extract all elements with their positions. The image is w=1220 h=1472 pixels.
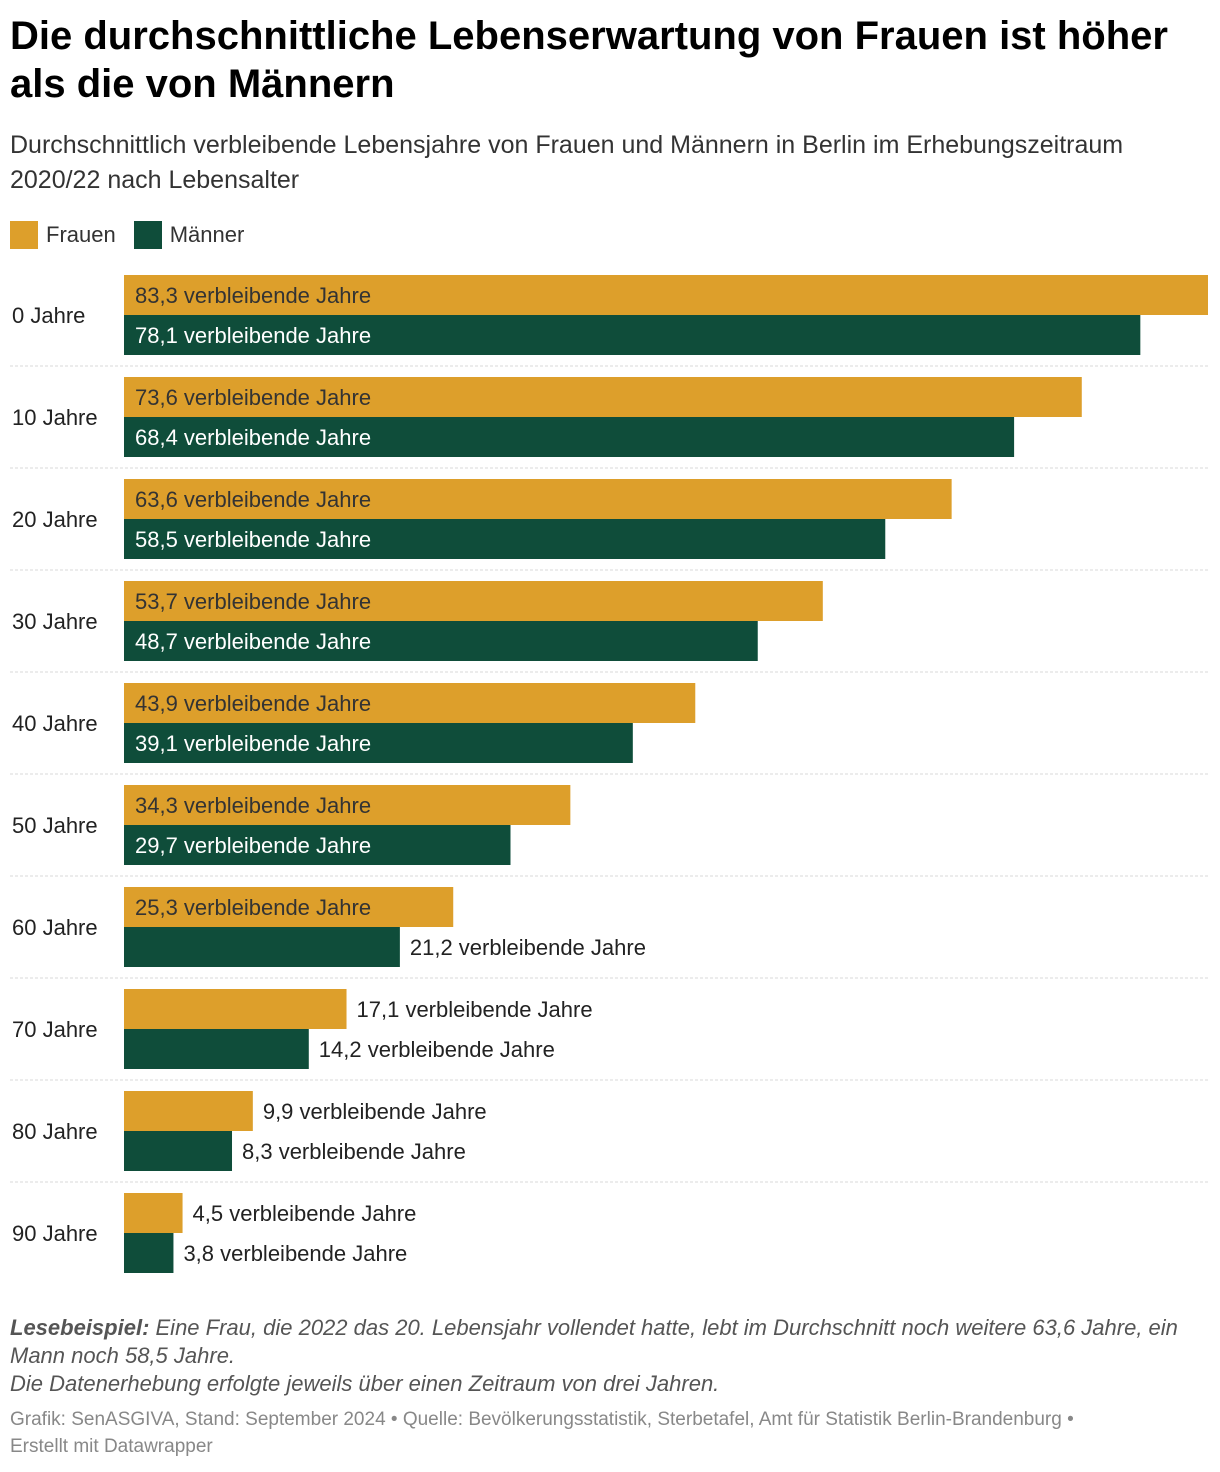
chart-subtitle: Durchschnittlich verbleibende Lebensjahr…	[10, 131, 1124, 194]
category-label-80-jahre: 80 Jahre	[12, 1119, 98, 1144]
reading-example-text: Eine Frau, die 2022 das 20. Lebensjahr v…	[10, 1315, 1178, 1368]
value-label-frauen-80-jahre: 9,9 verbleibende Jahre	[263, 1099, 487, 1124]
category-label-0-jahre: 0 Jahre	[12, 303, 85, 328]
bar-frauen-10-jahre	[124, 377, 1082, 417]
bar-frauen-40-jahre	[124, 683, 696, 723]
bar-maenner-10-jahre	[124, 417, 1015, 457]
source-footer: Grafik: SenASGIVA, Stand: September 2024…	[10, 1409, 1074, 1457]
value-label-maenner-20-jahre: 58,5 verbleibende Jahre	[135, 527, 371, 552]
bar-maenner-80-jahre	[124, 1131, 233, 1171]
legend-item-frauen: Frauen	[10, 221, 116, 249]
bar-frauen-60-jahre	[124, 887, 454, 927]
value-label-frauen-50-jahre: 34,3 verbleibende Jahre	[135, 793, 371, 818]
value-label-frauen-30-jahre: 53,7 verbleibende Jahre	[135, 589, 371, 614]
category-label-10-jahre: 10 Jahre	[12, 405, 98, 430]
bar-maenner-90-jahre	[124, 1233, 174, 1273]
legend: Frauen Männer	[10, 221, 262, 249]
bar-chart: 0 Jahre 83,3 verbleibende Jahre 78,1 verbl…	[10, 275, 1208, 1273]
legend-item-maenner: Männer	[133, 221, 245, 249]
bar-maenner-40-jahre	[124, 723, 633, 763]
category-label-30-jahre: 30 Jahre	[12, 609, 98, 634]
value-label-frauen-0-jahre: 83,3 verbleibende Jahre	[135, 283, 371, 308]
value-label-maenner-60-jahre: 21,2 verbleibende Jahre	[410, 935, 646, 960]
value-label-maenner-80-jahre: 8,3 verbleibende Jahre	[242, 1139, 466, 1164]
value-label-frauen-70-jahre: 17,1 verbleibende Jahre	[357, 997, 593, 1022]
bar-frauen-90-jahre	[124, 1193, 183, 1233]
category-label-40-jahre: 40 Jahre	[12, 711, 98, 736]
value-label-maenner-10-jahre: 68,4 verbleibende Jahre	[135, 425, 371, 450]
reading-example-note: Lesebeispiel: Eine Frau, die 2022 das 20…	[10, 1314, 1210, 1398]
bar-maenner-30-jahre	[124, 621, 758, 661]
value-label-frauen-90-jahre: 4,5 verbleibende Jahre	[193, 1201, 417, 1226]
value-label-frauen-40-jahre: 43,9 verbleibende Jahre	[135, 691, 371, 716]
bar-maenner-20-jahre	[124, 519, 886, 559]
bar-maenner-0-jahre	[124, 315, 1141, 355]
bar-maenner-70-jahre	[124, 1029, 309, 1069]
legend-label-frauen: Frauen	[46, 222, 116, 247]
value-label-maenner-90-jahre: 3,8 verbleibende Jahre	[183, 1241, 407, 1266]
category-label-60-jahre: 60 Jahre	[12, 915, 98, 940]
bar-maenner-60-jahre	[124, 927, 400, 967]
bar-frauen-0-jahre	[124, 275, 1208, 315]
legend-label-maenner: Männer	[169, 222, 245, 247]
value-label-frauen-10-jahre: 73,6 verbleibende Jahre	[135, 385, 371, 410]
bar-frauen-70-jahre	[124, 989, 347, 1029]
bar-frauen-50-jahre	[124, 785, 571, 825]
value-label-maenner-50-jahre: 29,7 verbleibende Jahre	[135, 833, 371, 858]
category-label-50-jahre: 50 Jahre	[12, 813, 98, 838]
reading-example-label: Lesebeispiel:	[10, 1315, 150, 1340]
bar-frauen-20-jahre	[124, 479, 952, 519]
value-label-frauen-60-jahre: 25,3 verbleibende Jahre	[135, 895, 371, 920]
bar-maenner-50-jahre	[124, 825, 511, 865]
legend-swatch-maenner	[133, 221, 162, 249]
value-label-maenner-70-jahre: 14,2 verbleibende Jahre	[319, 1037, 555, 1062]
value-label-maenner-30-jahre: 48,7 verbleibende Jahre	[135, 629, 371, 654]
value-label-maenner-40-jahre: 39,1 verbleibende Jahre	[135, 731, 371, 756]
chart-title: Die durchschnittliche Lebenserwartung vo…	[10, 14, 1168, 106]
bar-frauen-30-jahre	[124, 581, 823, 621]
value-label-maenner-0-jahre: 78,1 verbleibende Jahre	[135, 323, 371, 348]
legend-swatch-frauen	[10, 221, 38, 249]
category-label-90-jahre: 90 Jahre	[12, 1221, 98, 1246]
value-label-frauen-20-jahre: 63,6 verbleibende Jahre	[135, 487, 371, 512]
method-note: Die Datenerhebung erfolgte jeweils über …	[10, 1371, 720, 1396]
bar-frauen-80-jahre	[124, 1091, 253, 1131]
category-label-20-jahre: 20 Jahre	[12, 507, 98, 532]
category-label-70-jahre: 70 Jahre	[12, 1017, 98, 1042]
